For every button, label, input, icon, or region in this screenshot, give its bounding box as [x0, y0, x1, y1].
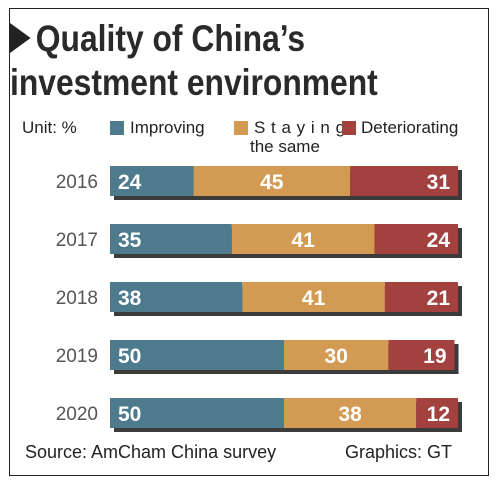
- bar-2018-series-2: [384, 282, 458, 312]
- title-arrow-icon: [10, 23, 31, 53]
- bar-2017-series-0: [110, 224, 232, 254]
- bar-2017-series-1: [231, 224, 375, 254]
- data-label-2019-series-2: 19: [423, 345, 446, 368]
- source-note: Source: AmCham China survey: [25, 442, 277, 462]
- bar-2019-series-2: [388, 340, 455, 370]
- bar-2020-series-1: [284, 398, 417, 428]
- data-label-2019-series-1: 30: [325, 345, 348, 368]
- graphics-credit: Graphics: GT: [345, 442, 453, 462]
- bar-2017-series-2: [374, 224, 458, 254]
- data-label-2016-series-1: 45: [260, 171, 284, 194]
- data-label-2017-series-2: 24: [427, 229, 451, 252]
- legend-label-improving: Improving: [130, 118, 205, 137]
- bar-2016-series-1: [193, 166, 351, 196]
- bar-2019-series-1: [284, 340, 389, 370]
- data-label-2017-series-1: 41: [291, 229, 315, 252]
- data-label-2020-series-0: 50: [118, 403, 141, 426]
- year-label-2018: 2018: [56, 288, 98, 309]
- data-label-2019-series-0: 50: [118, 345, 141, 368]
- year-label-2016: 2016: [56, 172, 98, 193]
- legend-swatch-improving: [110, 121, 124, 135]
- year-label-2020: 2020: [56, 404, 98, 425]
- data-label-2020-series-1: 38: [338, 403, 362, 426]
- bar-2019-series-0: [110, 340, 284, 370]
- data-label-2016-series-0: 24: [118, 171, 142, 194]
- year-label-2017: 2017: [56, 230, 98, 251]
- bar-2020-series-0: [110, 398, 284, 428]
- bar-2020-series-2: [416, 398, 458, 428]
- data-label-2020-series-2: 12: [427, 403, 450, 426]
- bar-2018-series-1: [242, 282, 385, 312]
- data-label-2018-series-1: 41: [302, 287, 326, 310]
- bar-2016-series-2: [350, 166, 458, 196]
- chart-title-line-1: Quality of China’s: [10, 18, 305, 60]
- unit-label: Unit: %: [22, 118, 77, 137]
- legend-label-staying-2: the same: [250, 137, 320, 156]
- legend-swatch-deteriorating: [342, 121, 356, 135]
- data-label-2018-series-2: 21: [427, 287, 451, 310]
- title-text-1: Quality of China’s: [35, 18, 306, 59]
- legend-swatch-staying: [234, 121, 248, 135]
- data-label-2016-series-2: 31: [427, 171, 451, 194]
- data-label-2017-series-0: 35: [118, 229, 142, 252]
- bar-2018-series-0: [110, 282, 243, 312]
- legend-label-deteriorating: Deteriorating: [361, 118, 459, 137]
- legend-label-staying-1: S t a y i n g: [254, 118, 346, 137]
- chart-title-line-2: investment environment: [10, 62, 378, 103]
- year-label-2019: 2019: [56, 346, 98, 367]
- data-label-2018-series-0: 38: [118, 287, 142, 310]
- bar-2016-series-0: [110, 166, 194, 196]
